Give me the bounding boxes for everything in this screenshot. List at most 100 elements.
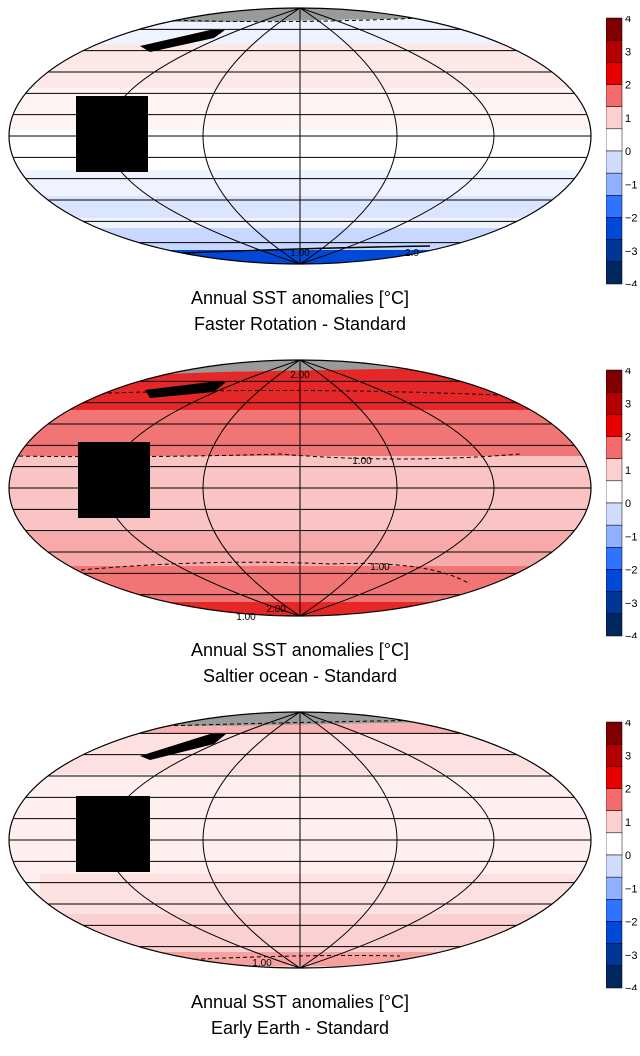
continent-block [145,382,226,398]
colorbar-segment [606,369,623,393]
continent-block [140,734,226,760]
meridian-line [105,712,301,968]
colorbar-segment [606,172,623,196]
meridian-line [202,712,301,968]
colorbar-segment [606,766,623,789]
colorbar-segment [606,261,623,285]
panel-faster-rotation: 1.00 2.0 Annual SST anomalies [°C] Faste… [0,0,640,352]
anomaly-region [40,874,580,914]
colorbar-segment [606,414,623,437]
colorbar-segment [606,106,623,130]
colorbar-tick-label: −2 [625,213,638,225]
colorbar-tick-label: 2 [625,784,631,796]
meridian-line [202,360,301,616]
meridian-line [105,360,301,616]
colorbar-segment [606,743,623,767]
meridian-line [105,8,301,264]
colorbar-segment [606,569,623,592]
colorbar: 4 3 2 1 0 −1 −2 −3 −4 [606,720,638,990]
colorbar-tick-label: 2 [625,432,631,444]
colorbar-tick-label: −4 [625,631,638,638]
map-subtitle: Saltier ocean - Standard [202,666,398,686]
colorbar: 4 3 2 1 0 −1 −2 −3 −4 [606,368,638,638]
colorbar-tick-label: 3 [625,46,631,58]
colorbar-tick-label: 0 [625,850,631,862]
colorbar-tick-label: −3 [625,246,638,258]
colorbar-tick-label: −1 [625,179,638,191]
colorbar-segment [606,62,623,85]
colorbar-segment [606,899,623,922]
colorbar-segment [606,876,623,900]
colorbar-segment [606,788,623,811]
colorbar-segment [606,810,623,834]
sst-anomaly-map: 2.00 1.00 1.00 2.00 1.00 [8,359,592,623]
colorbar-tick-label: 1 [625,465,631,477]
colorbar-tick-label: 4 [625,368,631,377]
colorbar-segment [606,721,623,745]
meridian-line [299,712,495,968]
map-subtitle: Early Earth - Standard [210,1018,390,1038]
colorbar-tick-label: −3 [625,598,638,610]
map-outline [8,711,592,969]
colorbar-tick-label: 4 [625,720,631,729]
contour-label: 1.00 [252,958,272,969]
colorbar-tick-label: −4 [625,983,638,990]
colorbar-segment [606,39,623,63]
colorbar-segment [606,832,623,856]
meridian-line [299,360,495,616]
colorbar-tick-label: −2 [625,565,638,577]
map-subtitle: Faster Rotation - Standard [193,314,407,334]
continent-block [140,30,225,52]
continent-block [76,796,150,872]
colorbar-segment [606,547,623,570]
colorbar-tick-label: −1 [625,531,638,543]
colorbar-segment [606,239,623,263]
sst-anomaly-map: 1.00 2.0 [8,7,592,265]
colorbar-segment [606,128,623,152]
colorbar-tick-label: −3 [625,950,638,962]
panel-early-earth: 1.00 Annual SST anomalies [°C] Early Ear… [0,704,640,1056]
colorbar-segment [606,524,623,548]
colorbar-segment [606,436,623,459]
colorbar-tick-label: 3 [625,750,631,762]
colorbar-tick-label: 3 [625,398,631,410]
colorbar-tick-label: −2 [625,917,638,929]
colorbar-segment [606,965,623,989]
colorbar-segment [606,943,623,967]
panel-saltier-ocean: 2.00 1.00 1.00 2.00 1.00 Annual SST anom… [0,352,640,704]
colorbar-tick-label: −1 [625,883,638,895]
colorbar-tick-label: 2 [625,80,631,92]
meridian-line [299,712,398,968]
meridian-line [299,360,398,616]
colorbar-segment [606,854,623,878]
meridian-line [202,8,301,264]
map-outline [8,7,592,265]
meridian-line [299,8,398,264]
contour-label: 2.00 [266,604,286,615]
colorbar-segment [606,921,623,944]
colorbar-segment [606,391,623,415]
meridian-line [299,8,495,264]
map-title: Annual SST anomalies [°C] [191,992,409,1012]
colorbar-segment [606,502,623,526]
colorbar-segment [606,458,623,482]
colorbar-tick-label: 4 [625,16,631,25]
contour-label: 1.00 [352,456,372,467]
colorbar-segment [606,150,623,174]
contour-label: 1.00 [236,612,256,623]
colorbar-tick-label: 1 [625,817,631,829]
map-title: Annual SST anomalies [°C] [191,640,409,660]
colorbar-tick-label: 0 [625,146,631,158]
colorbar-segment [606,84,623,107]
continent-block [78,442,150,518]
colorbar-segment [606,195,623,218]
continent-block [76,96,148,172]
contour-label: 1.00 [370,562,390,573]
map-title: Annual SST anomalies [°C] [191,288,409,308]
colorbar-segment [606,591,623,615]
colorbar-segment [606,613,623,637]
colorbar: 4 3 2 1 0 −1 −2 −3 −4 [606,16,638,286]
map-outline [8,359,592,617]
colorbar-segment [606,217,623,240]
colorbar-segment [606,17,623,41]
